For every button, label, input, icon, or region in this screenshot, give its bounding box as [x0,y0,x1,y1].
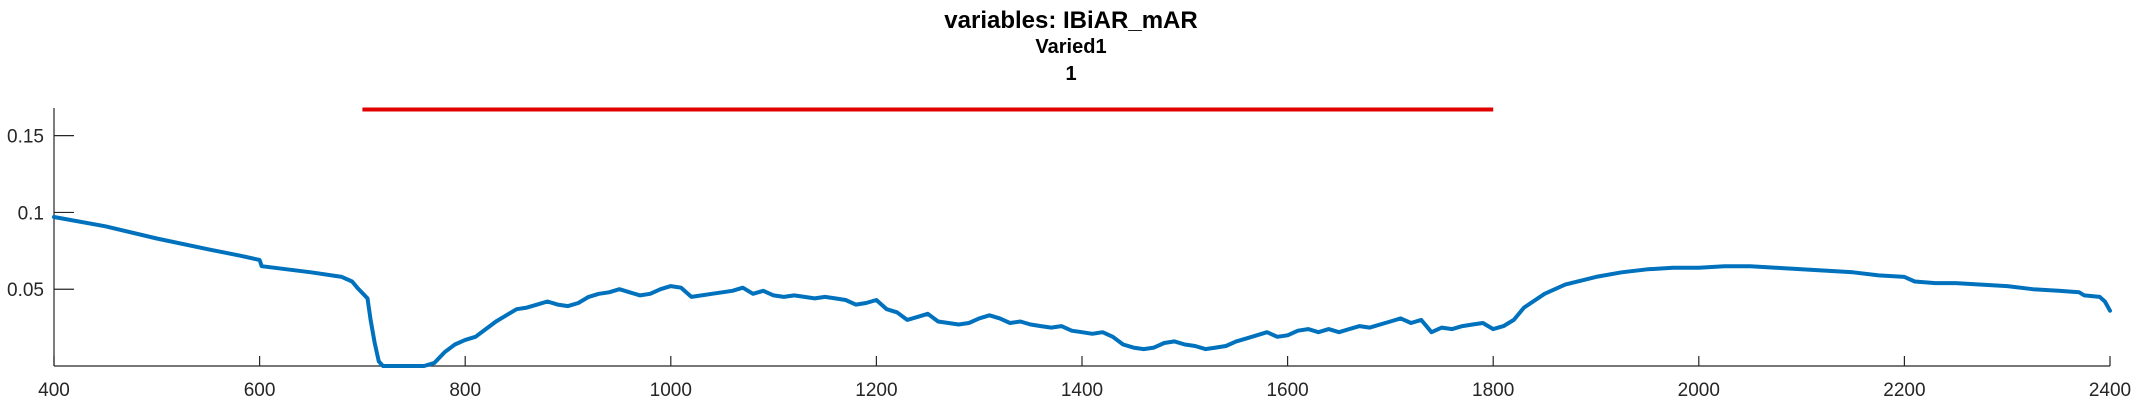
chart-subtitle-index: 1 [1065,63,1076,85]
y-tick-label: 0.15 [7,127,44,148]
x-tick-label: 400 [38,380,70,400]
series-line-0 [52,215,2112,368]
x-tick-label: 600 [244,380,276,400]
x-tick-label: 1400 [1061,380,1103,400]
x-tick-label: 1000 [650,380,692,400]
x-tick-label: 1600 [1266,380,1308,400]
y-tick-label: 0.05 [7,280,44,301]
chart-title: variables: IBiAR_mAR [944,7,1197,34]
plot-area: 400 600 800 1000 1200 1400 1600 1800 2000 2200 240… [7,107,2131,400]
chart-subtitle-variable: Varied1 [1035,36,1106,58]
x-tick-label: 800 [449,380,481,400]
x-tick-label: 2000 [1678,380,1720,400]
y-tick-label: 0.1 [18,203,44,224]
x-tick-label: 1800 [1472,380,1514,400]
x-tick-label: 2200 [1883,380,1925,400]
x-tick-label: 2400 [2089,380,2131,400]
x-tick-label: 1200 [855,380,897,400]
